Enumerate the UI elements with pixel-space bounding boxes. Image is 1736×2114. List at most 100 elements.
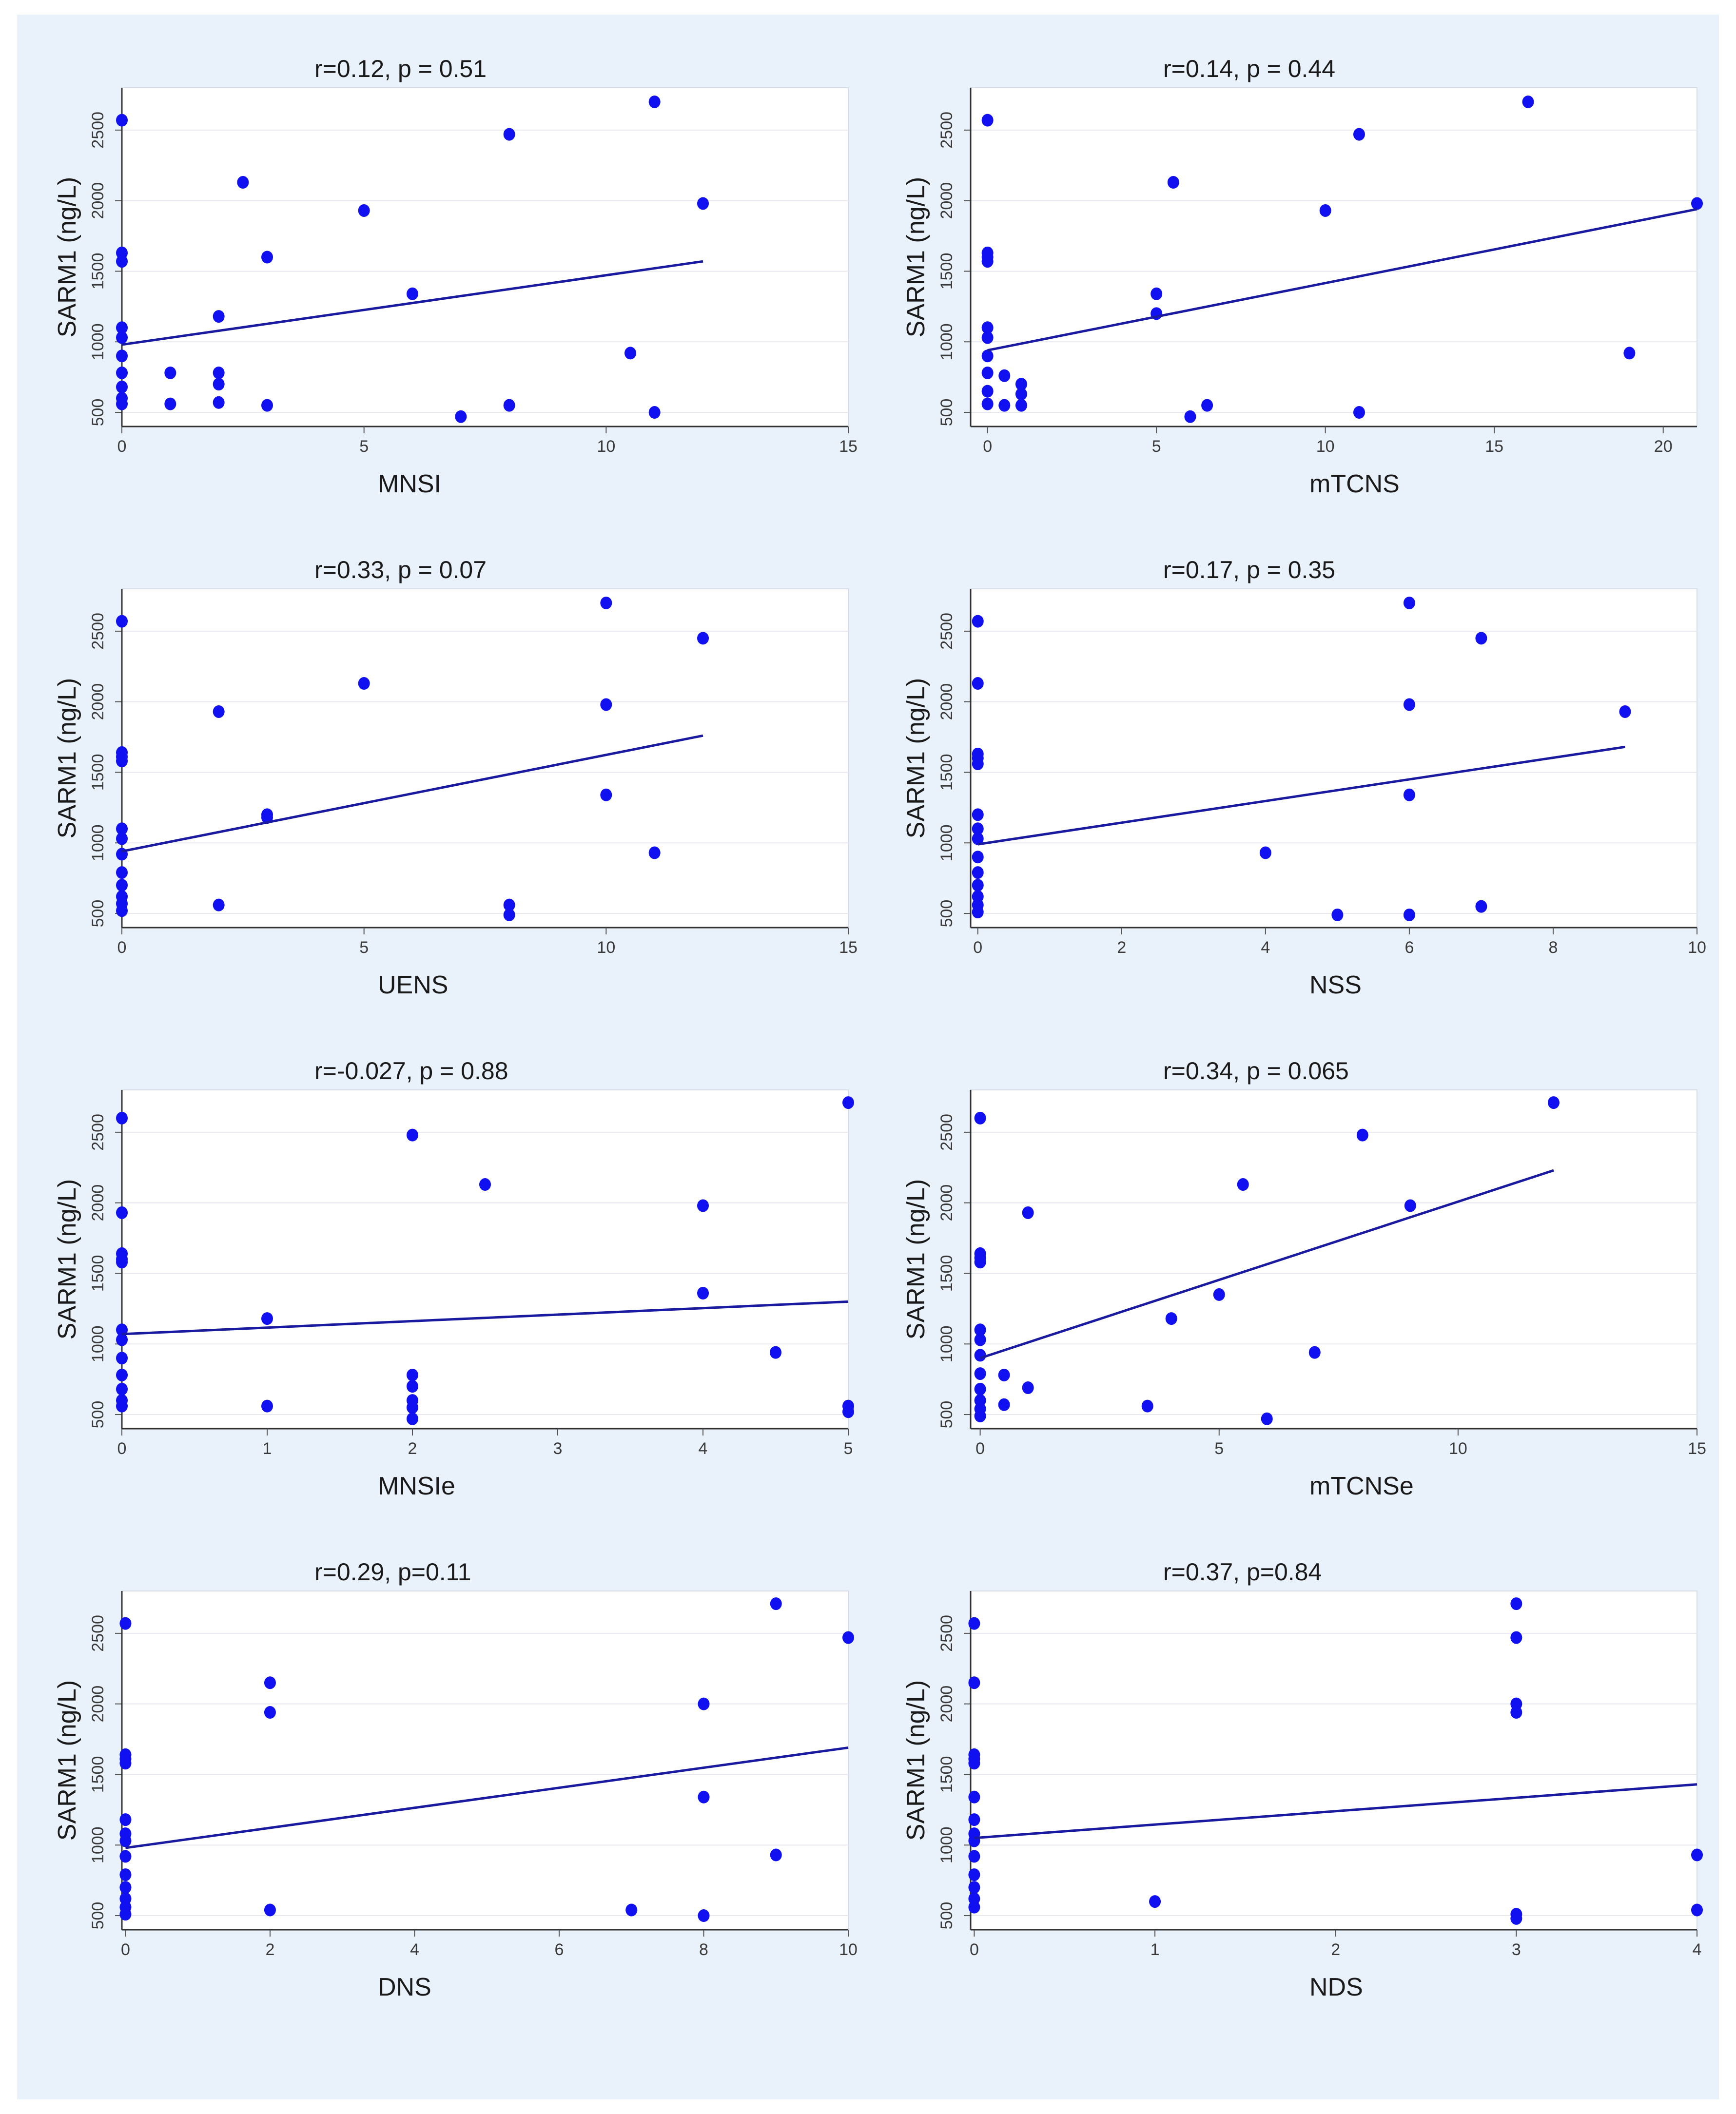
data-point — [213, 378, 225, 391]
y-tick-label: 500 — [937, 1401, 956, 1429]
data-point — [1165, 1312, 1177, 1325]
fit-line — [121, 260, 703, 346]
data-point — [648, 846, 661, 859]
data-point — [116, 1368, 128, 1381]
data-point — [981, 114, 994, 127]
fit-line — [125, 1746, 849, 1849]
x-tick-label: 15 — [839, 437, 858, 456]
data-point — [1403, 698, 1415, 711]
data-point — [1201, 399, 1213, 412]
figure-grid: 500 1000 1500 2000 2500 0 5 10 15 r=0.12, p = 0.5… — [17, 15, 1719, 2099]
y-axis-label: SARM1 (ng/L) — [902, 177, 930, 337]
data-point — [264, 1706, 276, 1719]
data-point — [770, 1346, 781, 1359]
data-point — [974, 1367, 986, 1380]
chart-title: r=0.14, p = 0.44 — [1163, 55, 1335, 82]
data-point — [116, 1382, 128, 1396]
x-tick-label: 0 — [983, 437, 992, 456]
x-tick-label: 5 — [359, 938, 369, 957]
data-point — [116, 331, 128, 344]
data-point — [842, 1631, 854, 1644]
x-tick-label: 0 — [117, 938, 127, 957]
fit-line — [977, 745, 1625, 846]
data-point — [116, 904, 128, 917]
y-tick-label: 500 — [89, 399, 107, 427]
chart-title: r=0.37, p=0.84 — [1163, 1558, 1322, 1586]
y-tick-label: 1500 — [89, 754, 107, 791]
data-point — [770, 1848, 782, 1862]
data-point — [981, 385, 994, 398]
x-tick-label: 0 — [117, 437, 127, 456]
y-tick-label: 1000 — [89, 1325, 107, 1362]
data-point — [213, 396, 225, 409]
data-point — [1510, 1631, 1522, 1644]
data-point — [981, 397, 994, 410]
data-point — [697, 632, 709, 645]
chart-svg: 500 1000 1500 2000 2500 0 2 4 6 8 10 r=0.29, p=0.11… — [53, 1558, 858, 2001]
data-point — [974, 1409, 986, 1422]
data-point — [261, 399, 273, 412]
chart-title: r=0.12, p = 0.51 — [314, 55, 487, 82]
data-point — [1167, 176, 1179, 189]
data-point — [455, 410, 467, 423]
x-tick-label: 15 — [839, 938, 858, 957]
data-point — [119, 1834, 132, 1847]
data-point — [1353, 406, 1365, 419]
data-point — [1547, 1096, 1560, 1109]
data-point — [116, 866, 128, 879]
data-point — [116, 1206, 128, 1219]
data-point — [213, 705, 225, 718]
data-point — [981, 255, 994, 268]
fit-line — [987, 208, 1697, 352]
data-point — [1022, 1206, 1034, 1219]
x-tick-label: 2 — [408, 1439, 417, 1458]
y-tick-label: 500 — [937, 1902, 956, 1930]
data-point — [119, 1868, 132, 1881]
y-tick-label: 500 — [89, 900, 107, 928]
x-tick-label: 10 — [839, 1940, 858, 1959]
data-point — [1475, 900, 1487, 913]
data-point — [972, 615, 984, 628]
data-point — [1691, 1903, 1703, 1917]
data-point — [698, 1909, 710, 1922]
x-axis-label: NSS — [1309, 971, 1362, 999]
x-tick-label: 10 — [1449, 1439, 1467, 1458]
fit-line — [121, 1300, 849, 1336]
data-point — [116, 114, 128, 127]
x-axis-label: DNS — [378, 1973, 431, 2001]
y-axis-label: SARM1 (ng/L) — [53, 1680, 81, 1841]
x-axis-label: MNSIe — [378, 1472, 455, 1500]
y-tick-label: 1500 — [937, 253, 956, 290]
x-tick-label: 0 — [973, 938, 982, 957]
data-point — [119, 1617, 132, 1630]
data-point — [407, 1401, 418, 1414]
data-point — [261, 1312, 273, 1325]
data-point — [972, 866, 984, 879]
plot-area — [970, 588, 1697, 928]
chart-panel-dns: 500 1000 1500 2000 2500 0 2 4 6 8 10 r=0.29, p=0.11… — [17, 1518, 870, 2039]
data-point — [972, 808, 984, 821]
y-tick-label: 2000 — [937, 182, 956, 219]
data-point — [998, 369, 1011, 382]
x-tick-label: 2 — [265, 1940, 274, 1959]
data-point — [1510, 1912, 1522, 1925]
data-point — [648, 95, 661, 108]
data-point — [600, 596, 612, 609]
y-tick-label: 2000 — [89, 1686, 107, 1723]
data-point — [479, 1178, 491, 1191]
data-point — [261, 1399, 273, 1413]
data-point — [974, 1333, 986, 1346]
y-tick-label: 500 — [89, 1401, 107, 1429]
data-point — [1015, 378, 1027, 391]
data-point — [1510, 1597, 1522, 1610]
x-tick-label: 5 — [359, 437, 369, 456]
data-point — [116, 321, 128, 334]
plot-area — [121, 87, 849, 427]
data-point — [119, 1813, 132, 1826]
data-point — [972, 879, 984, 892]
data-point — [1331, 908, 1344, 921]
data-point — [358, 204, 370, 217]
y-tick-label: 2500 — [89, 1114, 107, 1151]
data-point — [974, 1111, 986, 1125]
x-axis-label: mTCNS — [1309, 470, 1400, 498]
